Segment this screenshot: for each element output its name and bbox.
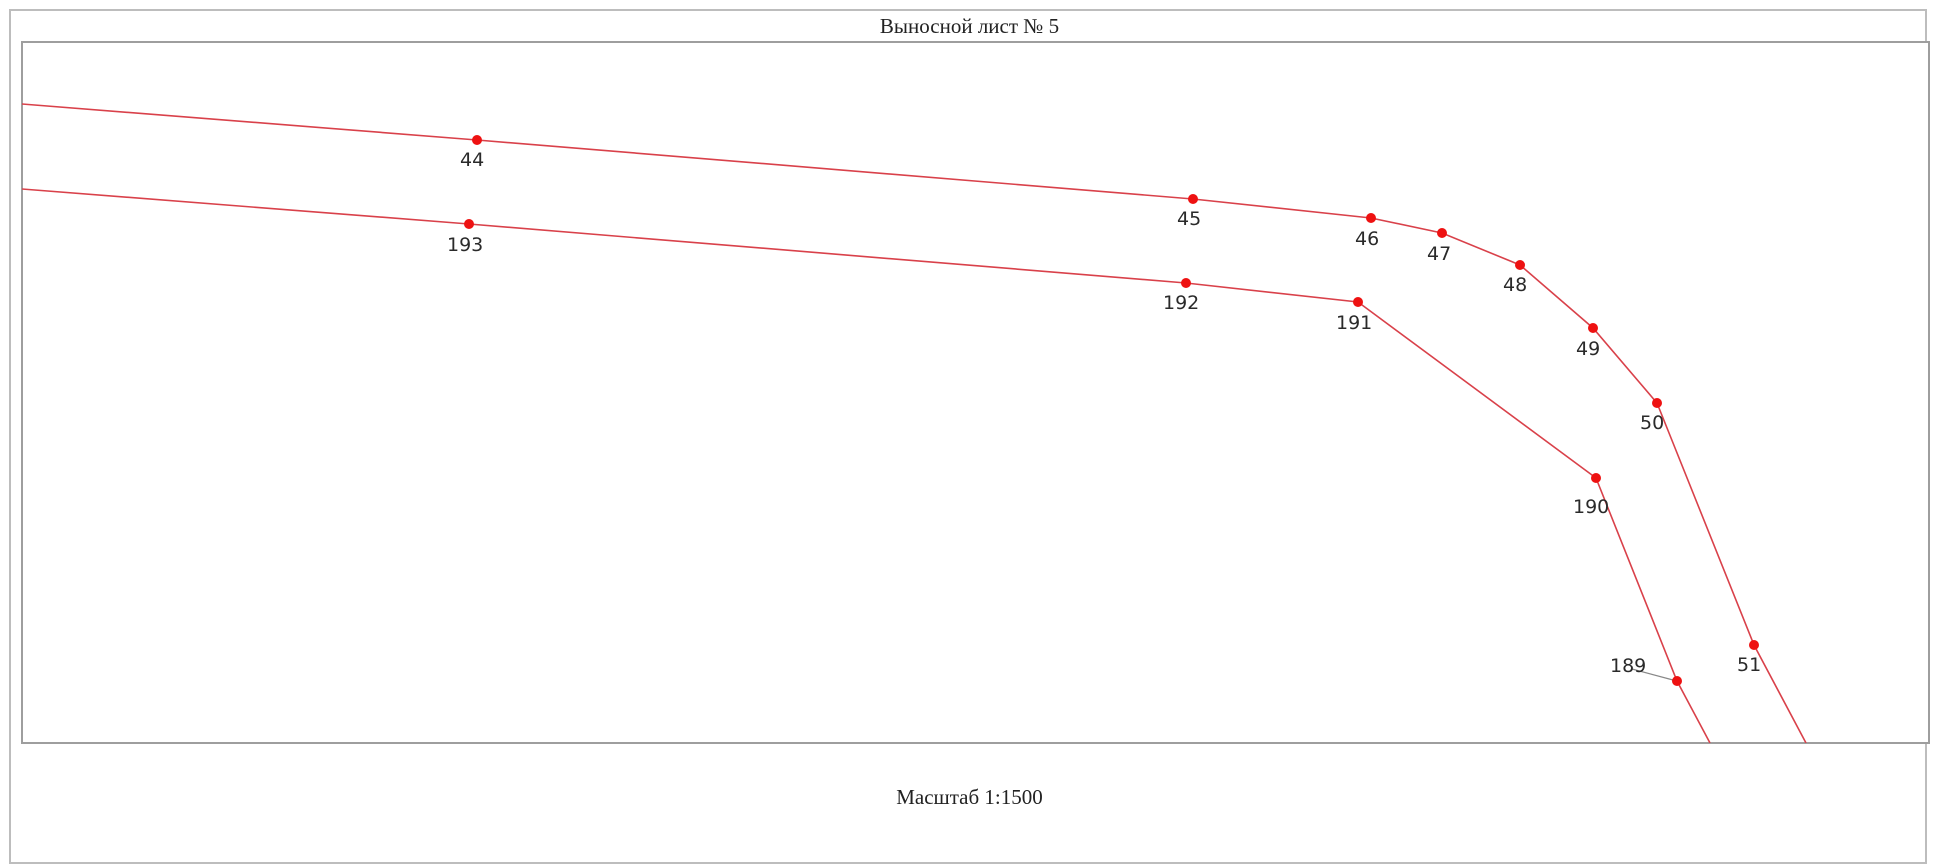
point-48-label: 48 xyxy=(1503,274,1527,296)
point-46-label: 46 xyxy=(1355,228,1379,250)
point-192-marker xyxy=(1181,278,1191,288)
boundary-map: 44 45 46 47 48 49 50 51 193 192 191 190 189 xyxy=(22,103,1807,743)
point-193-label: 193 xyxy=(447,234,483,256)
point-191-marker xyxy=(1353,297,1363,307)
point-45-marker xyxy=(1188,194,1198,204)
point-190-marker xyxy=(1591,473,1601,483)
point-48-marker xyxy=(1515,260,1525,270)
point-190-label: 190 xyxy=(1573,496,1609,518)
point-51-label: 51 xyxy=(1737,654,1761,676)
point-189-label: 189 xyxy=(1610,655,1646,677)
point-49-marker xyxy=(1588,323,1598,333)
point-50-label: 50 xyxy=(1640,412,1664,434)
map-frame xyxy=(21,41,1930,744)
point-50-marker xyxy=(1652,398,1662,408)
point-191-label: 191 xyxy=(1336,312,1372,334)
point-44-label: 44 xyxy=(460,149,484,171)
point-189-marker xyxy=(1672,676,1682,686)
point-45-label: 45 xyxy=(1177,208,1201,230)
point-193-marker xyxy=(464,219,474,229)
point-51-marker xyxy=(1749,640,1759,650)
point-46-marker xyxy=(1366,213,1376,223)
point-192-label: 192 xyxy=(1163,292,1199,314)
point-47-marker xyxy=(1437,228,1447,238)
scale-label: Масштаб 1:1500 xyxy=(896,785,1043,809)
sheet-title: Выносной лист № 5 xyxy=(879,14,1060,38)
inner-boundary-line xyxy=(22,188,1711,743)
point-47-label: 47 xyxy=(1427,243,1451,265)
outer-boundary-line xyxy=(22,103,1807,743)
point-189-leader-line xyxy=(1631,668,1674,681)
point-44-marker xyxy=(472,135,482,145)
point-49-label: 49 xyxy=(1576,338,1600,360)
